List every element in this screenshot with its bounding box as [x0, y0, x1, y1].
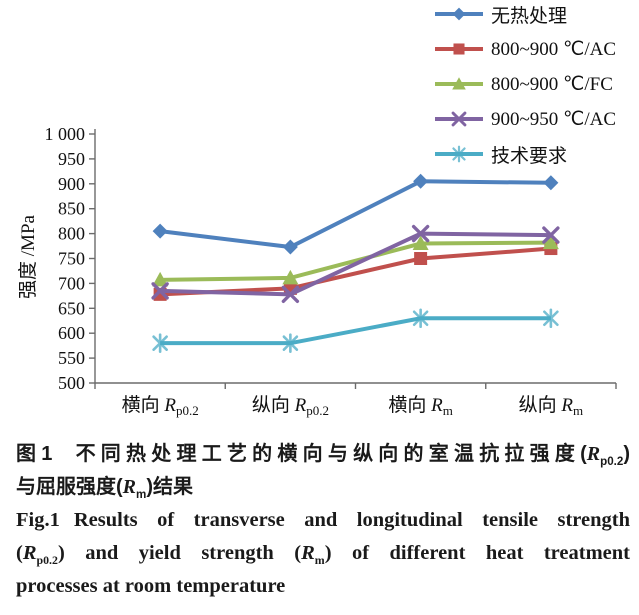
series-line	[160, 316, 551, 346]
x-marker-icon	[542, 226, 560, 244]
figure-captions: 图1 不同热处理工艺的横向与纵向的室温抗拉强度(Rp0.2) 与屈服强度(Rm)结…	[16, 438, 630, 603]
r-subscript: p0.2	[600, 455, 624, 468]
caption-text: 与屈服强度(	[16, 476, 123, 498]
asterisk-marker-icon	[282, 333, 299, 353]
diamond-marker-icon	[413, 173, 429, 189]
caption-text: 不同热处理工艺的横向与纵向的室温抗拉强度(	[70, 443, 587, 465]
diamond-marker-icon	[452, 7, 466, 21]
r-subscript: p0.2	[36, 553, 58, 568]
caption-zh-line2: 与屈服强度(Rm)结果	[16, 471, 630, 504]
legend-marker-icon	[435, 145, 483, 163]
series-2	[152, 234, 559, 287]
diamond-marker-icon	[282, 239, 298, 255]
r-subscript: m	[314, 553, 325, 568]
legend-item-0: 无热处理	[433, 2, 616, 27]
x-marker-icon	[281, 285, 300, 304]
asterisk-marker-icon	[452, 145, 466, 163]
series-line	[159, 179, 551, 250]
asterisk-marker-icon	[543, 308, 559, 329]
caption-text: processes at room temperature	[16, 575, 286, 597]
asterisk-marker-icon	[412, 308, 429, 329]
series-line	[160, 246, 552, 297]
axes: 500 550 600 650 700 750 800 850 900 950 1 000	[45, 124, 617, 393]
series-line	[160, 231, 551, 297]
x-marker-icon	[151, 282, 169, 300]
y-axis-title: 强度 /MPa	[18, 215, 39, 299]
x-marker-icon	[451, 111, 467, 127]
caption-text: ) of different heat treatment	[324, 542, 630, 564]
y-tick-label: 1 000	[45, 124, 86, 144]
y-tick-label: 700	[58, 273, 85, 293]
y-tick-label: 950	[58, 149, 85, 169]
r-symbol: R	[301, 542, 315, 564]
caption-en-line2: (Rp0.2) and yield strength (Rm) of diffe…	[16, 537, 630, 570]
y-tick-label: 650	[58, 298, 85, 318]
legend-item-1: 800~900 ℃/AC	[433, 37, 616, 61]
legend-label: 800~900 ℃/AC	[491, 38, 617, 60]
legend-marker-icon	[435, 77, 483, 90]
legend-label: 技术要求	[491, 145, 568, 167]
caption-text: )	[623, 443, 630, 465]
figure-number-en: Fig.1	[16, 509, 60, 531]
x-category-label: 纵向 Rp0.2	[252, 394, 329, 418]
caption-en-line3: processes at room temperature	[16, 570, 630, 603]
legend-marker-icon	[435, 111, 483, 127]
diamond-marker-icon	[543, 175, 559, 191]
legend-label: 无热处理	[491, 5, 568, 27]
y-tick-label: 600	[58, 323, 85, 343]
triangle-marker-icon	[282, 269, 299, 285]
caption-text: )结果	[146, 476, 193, 498]
series-0	[152, 173, 559, 255]
y-tick-label: 850	[58, 199, 85, 219]
y-tick-label: 750	[58, 249, 85, 269]
x-category-label: 横向 Rp0.2	[122, 394, 199, 418]
x-marker-icon	[411, 224, 430, 243]
asterisk-marker-icon	[152, 333, 168, 353]
y-tick-label: 800	[58, 224, 85, 244]
x-category-label: 纵向 Rm	[519, 394, 584, 418]
legend-item-2: 800~900 ℃/FC	[433, 72, 616, 96]
series-4	[152, 308, 559, 353]
legend-item-4: 技术要求	[433, 142, 616, 167]
line-chart-plot: 500 550 600 650 700 750 800 850 900 950 1 000 横向 Rp…	[45, 124, 617, 418]
diamond-marker-icon	[152, 223, 168, 239]
x-category-label: 横向 Rm	[388, 394, 453, 418]
triangle-marker-icon	[152, 271, 169, 287]
y-tick-label: 900	[58, 174, 85, 194]
series-3	[151, 224, 560, 304]
legend-marker-icon	[435, 7, 483, 21]
legend-item-3: 900~950 ℃/AC	[433, 107, 616, 131]
caption-text: Results of transverse and longitudinal t…	[73, 509, 630, 531]
r-symbol: R	[586, 443, 601, 465]
r-subscript: m	[136, 488, 147, 501]
caption-text: ) and yield strength (	[57, 542, 302, 564]
legend-label: 800~900 ℃/FC	[491, 73, 613, 95]
triangle-marker-icon	[452, 77, 466, 90]
square-marker-icon	[453, 43, 465, 55]
caption-en-line1: Fig.1 Results of transverse and longitudi…	[16, 504, 630, 537]
figure-number-zh: 图1	[16, 443, 53, 465]
caption-text: (	[16, 542, 23, 564]
series-line	[160, 240, 551, 282]
r-symbol: R	[122, 476, 137, 498]
triangle-marker-icon	[542, 234, 559, 250]
y-tick-label: 550	[58, 348, 85, 368]
r-symbol: R	[22, 542, 37, 564]
triangle-marker-icon	[412, 235, 429, 251]
caption-zh-line1: 图1 不同热处理工艺的横向与纵向的室温抗拉强度(Rp0.2)	[16, 438, 630, 471]
legend-marker-icon	[435, 43, 483, 55]
square-marker-icon	[414, 252, 428, 265]
legend-label: 900~950 ℃/AC	[491, 108, 617, 130]
y-tick-label: 500	[58, 373, 85, 393]
chart-legend: 无热处理 800~900 ℃/AC 800~900 ℃/FC 900~950 ℃/AC…	[433, 2, 616, 177]
